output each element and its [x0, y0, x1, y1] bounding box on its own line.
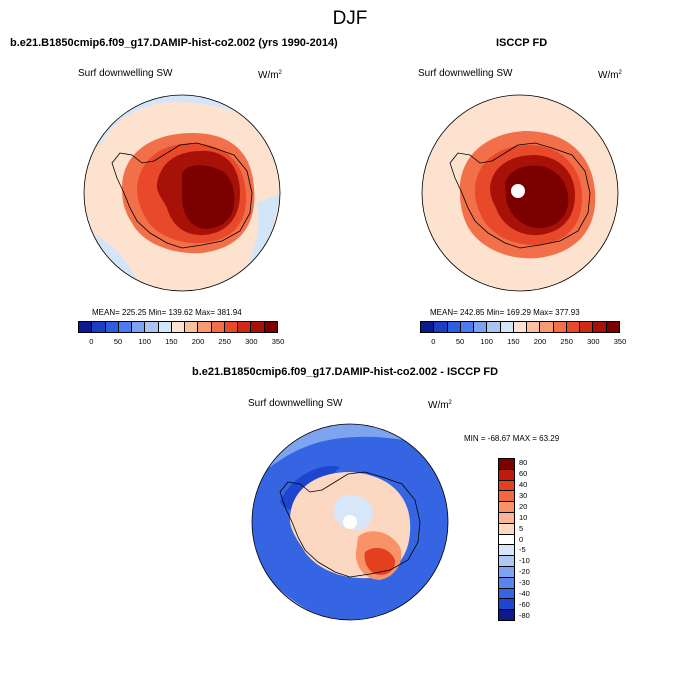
obs-colorbar [420, 321, 620, 333]
diff-polar-map [251, 423, 449, 621]
obs-colorbar-tick-label: 200 [533, 337, 547, 346]
obs-colorbar-box [500, 322, 514, 332]
diff-stats: MIN = -68.67 MAX = 63.29 [464, 434, 560, 443]
obs-colorbar-box [474, 322, 488, 332]
diff-colorbar-tick-label: -5 [519, 545, 526, 555]
model-colorbar-tick-label: 200 [191, 337, 205, 346]
diff-colorbar-tick-label: 10 [519, 512, 528, 522]
obs-colorbar-box [553, 322, 567, 332]
model-stats: MEAN= 225.25 Min= 139.62 Max= 381.94 [92, 308, 242, 317]
obs-colorbar-box [580, 322, 594, 332]
obs-colorbar-box [421, 322, 435, 332]
model-colorbar-box [158, 322, 172, 332]
obs-variable-label: Surf downwelling SW [418, 68, 513, 79]
diff-colorbar-tick-label: -80 [519, 610, 530, 620]
diff-colorbar-box [499, 588, 514, 600]
model-colorbar-box [251, 322, 265, 332]
diff-colorbar-tick-label: 5 [519, 523, 524, 533]
model-colorbar-tick-label: 50 [113, 337, 123, 346]
obs-colorbar-box [566, 322, 581, 332]
model-colorbar-tick-label: 350 [271, 337, 285, 346]
model-colorbar-box [171, 322, 186, 332]
diff-colorbar-box [499, 512, 514, 524]
diff-colorbar-tick-label: 80 [519, 458, 528, 468]
obs-colorbar-box [513, 322, 528, 332]
model-colorbar-box [238, 322, 252, 332]
obs-colorbar-box [606, 322, 619, 332]
diff-colorbar-tick-label: -30 [519, 577, 530, 587]
obs-colorbar-tick-label: 250 [560, 337, 573, 346]
diff-colorbar-box [499, 491, 514, 503]
model-polar-map [83, 94, 281, 292]
obs-colorbar-tick-label: 50 [455, 337, 465, 346]
model-colorbar-labels: 0 50 100 150 200 250 300 350 [78, 337, 284, 347]
model-colorbar-box [198, 322, 212, 332]
obs-colorbar-tick-label: 100 [480, 337, 493, 346]
model-colorbar-tick-label: 300 [245, 337, 258, 346]
diff-colorbar-box [499, 577, 514, 589]
model-colorbar-box [185, 322, 199, 332]
model-colorbar-box [79, 322, 93, 332]
diff-colorbar-box [499, 523, 514, 535]
obs-colorbar-tick-label: 300 [587, 337, 600, 346]
model-variable-label: Surf downwelling SW [78, 68, 173, 79]
model-colorbar-tick-label: 250 [218, 337, 231, 346]
diff-variable-label: Surf downwelling SW [248, 398, 343, 409]
model-colorbar-box [132, 322, 146, 332]
model-colorbar [78, 321, 278, 333]
diff-colorbar-box [499, 534, 514, 546]
model-colorbar-box [145, 322, 159, 332]
obs-colorbar-tick-label: 350 [613, 337, 627, 346]
diff-colorbar-box [499, 566, 514, 578]
model-units-label: W/m2 [258, 70, 282, 81]
obs-polar-map [421, 94, 619, 292]
obs-colorbar-box [460, 322, 475, 332]
model-colorbar-box [264, 322, 277, 332]
obs-colorbar-tick-label: 0 [431, 337, 436, 346]
diff-colorbar-tick-label: -60 [519, 599, 530, 609]
diff-colorbar-box [499, 610, 514, 620]
diff-colorbar-tick-label: -20 [519, 567, 530, 577]
obs-colorbar-tick-label: 150 [507, 337, 520, 346]
obs-colorbar-box [447, 322, 461, 332]
diff-colorbar-box [499, 502, 514, 513]
model-colorbar-box [211, 322, 225, 332]
model-colorbar-tick-label: 150 [165, 337, 178, 346]
obs-colorbar-box [593, 322, 607, 332]
model-colorbar-box [118, 322, 133, 332]
diff-units-label: W/m2 [428, 400, 452, 411]
diff-colorbar-box [499, 599, 514, 611]
diff-colorbar-box [499, 469, 514, 481]
obs-stats: MEAN= 242.85 Min= 169.29 Max= 377.93 [430, 308, 580, 317]
diff-colorbar-tick-label: -10 [519, 556, 530, 566]
diff-colorbar-box [499, 545, 514, 557]
model-colorbar-tick-label: 0 [89, 337, 94, 346]
obs-colorbar-box [540, 322, 554, 332]
diff-colorbar-tick-label: 0 [519, 534, 524, 544]
diff-panel-title: b.e21.B1850cmip6.f09_g17.DAMIP-hist-co2.… [192, 366, 499, 378]
model-colorbar-box [92, 322, 106, 332]
season-title: DJF [332, 8, 368, 29]
model-colorbar-tick-label: 100 [138, 337, 151, 346]
obs-colorbar-labels: 0 50 100 150 200 250 300 350 [420, 337, 626, 347]
model-panel-title: b.e21.B1850cmip6.f09_g17.DAMIP-hist-co2.… [10, 37, 338, 49]
diff-colorbar [498, 458, 515, 621]
obs-colorbar-box [434, 322, 448, 332]
diff-colorbar-tick-label: -40 [519, 588, 530, 598]
diff-colorbar-box [499, 459, 514, 470]
obs-colorbar-box [487, 322, 501, 332]
diff-colorbar-tick-label: 60 [519, 469, 528, 479]
diff-colorbar-box [499, 556, 514, 567]
model-colorbar-box [105, 322, 119, 332]
model-colorbar-box [224, 322, 239, 332]
obs-colorbar-box [527, 322, 541, 332]
obs-panel-title: ISCCP FD [496, 37, 548, 49]
diff-colorbar-box [499, 480, 514, 492]
diff-colorbar-tick-label: 30 [519, 491, 528, 501]
obs-units-label: W/m2 [598, 70, 622, 81]
diff-colorbar-tick-label: 40 [519, 480, 528, 490]
diff-colorbar-tick-label: 20 [519, 501, 528, 511]
diff-colorbar-labels: 80 60 40 30 20 10 5 0 -5 -10 -20 -30 -40 -60 -80 [519, 458, 549, 621]
